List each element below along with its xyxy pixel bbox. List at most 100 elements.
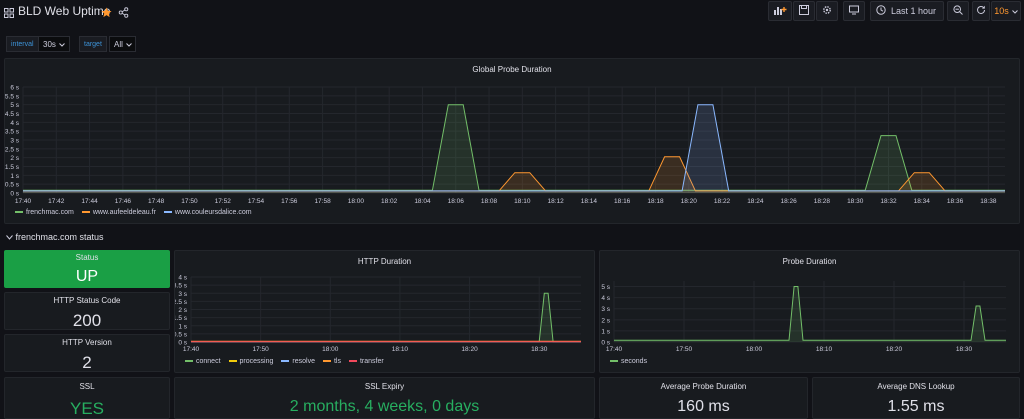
panel-title[interactable]: Global Probe Duration (472, 65, 552, 74)
series-line (23, 104, 1005, 192)
variable-label-interval: interval (6, 36, 39, 52)
y-tick-label: 5 s (601, 284, 610, 291)
save-button[interactable] (793, 1, 815, 21)
legend-item-connect[interactable]: connect (185, 358, 221, 365)
y-tick-label: 2 s (601, 317, 610, 324)
chevron-down-icon (6, 232, 13, 242)
global-probe-duration-chart[interactable]: 0 s 0.5 s 1 s 1.5 s 2 s 2.5 s3 s 3.5 s 4 s 4.5 s… (5, 59, 1021, 225)
probe-duration-chart[interactable]: 0 s 1 s 2 s 3 s 4 s 5 s 17:40 17:50 18:00 18:10 18… (600, 251, 1021, 374)
series-area (191, 293, 581, 342)
variable-select-target[interactable]: All (109, 36, 136, 52)
stat-title[interactable]: HTTP Version (62, 338, 112, 347)
x-tick-label: 17:48 (148, 198, 165, 205)
series-line (23, 156, 1005, 192)
ssl-panel: SSL YES (4, 377, 170, 419)
legend-label: connect (196, 358, 221, 365)
legend-item-couleursdalice[interactable]: www.couleursdalice.com (163, 209, 252, 216)
refresh-interval-picker[interactable]: 10s (991, 1, 1021, 21)
stat-title[interactable]: SSL Expiry (364, 382, 405, 391)
x-tick-label: 18:10 (392, 346, 409, 353)
x-tick-label: 17:40 (15, 198, 32, 205)
variable-value-target: All (114, 39, 123, 49)
legend-label: www.aufeeldeleau.fr (92, 209, 156, 216)
y-tick-label: 3.5 s (5, 129, 20, 136)
x-tick-label: 18:04 (414, 198, 431, 205)
legend-item-transfer[interactable]: transfer (348, 358, 384, 365)
x-tick-label: 18:24 (747, 198, 764, 205)
variable-value-interval: 30s (43, 39, 56, 49)
y-tick-label: 1.5 s (5, 164, 20, 171)
x-tick-label: 17:52 (215, 198, 232, 205)
refresh-interval-label: 10s (994, 6, 1009, 16)
refresh-button[interactable] (972, 1, 990, 21)
time-range-label: Last 1 hour (891, 6, 937, 16)
y-tick-label: 0 s (601, 340, 610, 347)
legend-label: seconds (621, 358, 648, 365)
chart-legend: seconds (610, 358, 647, 365)
chevron-down-icon (1011, 6, 1018, 16)
http-status-code-panel: HTTP Status Code 200 (4, 292, 170, 330)
legend-item-processing[interactable]: processing (228, 358, 273, 365)
legend-item-seconds[interactable]: seconds (610, 358, 647, 365)
x-tick-label: 18:18 (647, 198, 664, 205)
x-tick-label: 17:46 (115, 198, 132, 205)
x-tick-label: 18:30 (531, 346, 548, 353)
x-tick-label: 17:40 (606, 346, 623, 353)
refresh-icon (976, 5, 986, 17)
y-tick-label: 0 s (10, 191, 19, 198)
zoom-out-icon (953, 5, 963, 17)
row-title: frenchmac.com status (15, 232, 104, 242)
dashboard-title[interactable]: BLD Web Uptime (18, 4, 111, 18)
stat-title[interactable]: Average Probe Duration (660, 382, 747, 391)
x-tick-label: 17:56 (281, 198, 298, 205)
tv-mode-button[interactable] (843, 1, 865, 21)
chart-legend: frenchmac.com www.aufeeldeleau.fr www.co… (15, 209, 252, 216)
time-picker[interactable]: Last 1 hour (870, 1, 944, 21)
stat-title[interactable]: HTTP Status Code (53, 296, 121, 305)
zoom-out-button[interactable] (947, 1, 969, 21)
series-area (23, 156, 1005, 193)
x-tick-label: 17:54 (248, 198, 265, 205)
x-tick-label: 18:36 (947, 198, 964, 205)
add-panel-button[interactable] (768, 1, 792, 21)
legend-item-resolve[interactable]: resolve (281, 358, 315, 365)
chevron-down-icon (126, 40, 132, 49)
stat-title[interactable]: Average DNS Lookup (877, 382, 955, 391)
series-line (614, 286, 1006, 341)
legend-label: transfer (359, 358, 384, 365)
dashboards-icon[interactable] (4, 5, 14, 18)
settings-button[interactable] (816, 1, 838, 21)
x-tick-label: 17:40 (183, 346, 200, 353)
series-line (23, 104, 1005, 191)
y-tick-label: 3.5 s (175, 283, 188, 290)
y-tick-label: 0 s (178, 340, 187, 347)
gear-icon (822, 5, 832, 17)
x-tick-label: 18:00 (348, 198, 365, 205)
y-tick-label: 1 s (10, 173, 19, 180)
chart-legend: connect processing resolve tls transfer (185, 358, 384, 365)
average-dns-lookup-panel: Average DNS Lookup 1.55 ms (812, 377, 1020, 419)
x-tick-label: 17:58 (314, 198, 331, 205)
legend-item-tls[interactable]: tls (322, 358, 341, 365)
x-tick-label: 17:50 (181, 198, 198, 205)
http-duration-chart[interactable]: 0 s 0.5 s1 s1.5 s2 s2.5 s3 s3.5 s4 s 17:40… (175, 251, 596, 374)
legend-item-aufeeldeleau[interactable]: www.aufeeldeleau.fr (81, 209, 156, 216)
stat-title[interactable]: Status (75, 253, 99, 262)
variable-select-interval[interactable]: 30s (38, 36, 70, 52)
average-probe-duration-value: 160 ms (677, 398, 730, 415)
y-tick-label: 4 s (178, 275, 187, 282)
panel-title[interactable]: HTTP Duration (357, 257, 412, 266)
share-icon[interactable] (118, 5, 129, 23)
y-tick-label: 2 s (178, 307, 187, 314)
http-version-value: 2 (82, 353, 92, 372)
x-tick-label: 18:06 (448, 198, 465, 205)
star-icon[interactable] (101, 5, 112, 23)
legend-item-frenchmac[interactable]: frenchmac.com (15, 209, 74, 216)
y-tick-label: 1.5 s (175, 315, 188, 322)
stat-title[interactable]: SSL (79, 382, 95, 391)
ssl-value: YES (69, 399, 105, 418)
row-header[interactable]: frenchmac.com status (6, 232, 104, 242)
panel-title[interactable]: Probe Duration (782, 257, 837, 266)
series-area (23, 104, 1005, 193)
http-version-panel: HTTP Version 2 (4, 334, 170, 372)
